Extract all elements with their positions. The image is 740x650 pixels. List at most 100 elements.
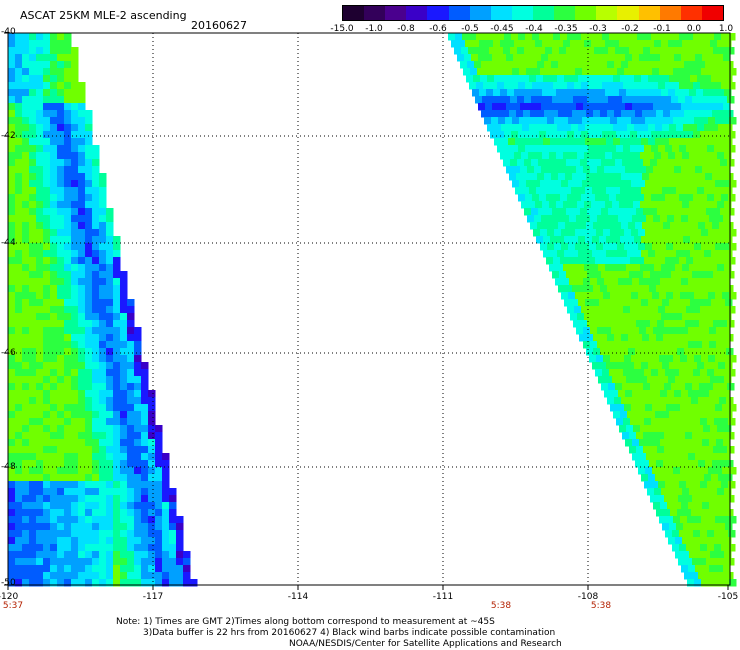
swath-cell	[78, 572, 86, 580]
swath-cell	[674, 103, 682, 111]
swath-cell	[141, 488, 149, 496]
swath-cell	[78, 222, 86, 230]
swath-cell	[64, 208, 72, 216]
swath-cell	[29, 544, 37, 552]
swath-cell	[627, 299, 635, 307]
swath-cell	[22, 502, 30, 510]
swath-cell	[36, 96, 44, 104]
swath-cell	[677, 397, 685, 405]
swath-cell	[176, 558, 184, 566]
swath-cell	[554, 243, 562, 251]
swath-cell	[729, 579, 737, 587]
swath-cell	[658, 257, 666, 265]
swath-cell	[29, 495, 37, 503]
swath-cell	[113, 432, 121, 440]
swath-cell	[669, 236, 677, 244]
swath-cell	[727, 446, 735, 454]
swath-cell	[497, 82, 505, 90]
swath-cell	[106, 327, 114, 335]
swath-cell	[22, 278, 30, 286]
swath-cell	[8, 355, 16, 363]
swath-cell	[700, 33, 708, 41]
swath-cell	[615, 320, 623, 328]
swath-cell	[127, 544, 135, 552]
swath-cell	[713, 208, 721, 216]
swath-cell	[620, 187, 628, 195]
swath-cell	[92, 390, 100, 398]
swath-cell	[534, 215, 542, 223]
swath-cell	[720, 96, 728, 104]
swath-cell	[511, 145, 519, 153]
swath-cell	[619, 425, 627, 433]
swath-cell	[593, 61, 601, 69]
swath-cell	[106, 236, 114, 244]
swath-cell	[557, 250, 565, 258]
swath-cell	[718, 187, 726, 195]
swath-cell	[597, 103, 605, 111]
swath-cell	[22, 264, 30, 272]
swath-cell	[176, 523, 184, 531]
swath-cell	[64, 411, 72, 419]
swath-cell	[71, 369, 79, 377]
swath-cell	[8, 432, 16, 440]
swath-cell	[720, 208, 728, 216]
swath-cell	[57, 68, 65, 76]
swath-cell	[127, 306, 135, 314]
swath-cell	[610, 180, 618, 188]
swath-cell	[724, 89, 732, 97]
swath-cell	[85, 467, 93, 475]
swath-cell	[22, 229, 30, 237]
swath-cell	[614, 222, 622, 230]
swath-cell	[43, 33, 51, 41]
swath-cell	[647, 89, 655, 97]
swath-cell	[120, 460, 128, 468]
swath-cell	[665, 131, 673, 139]
swath-cell	[669, 523, 677, 531]
swath-cell	[598, 89, 606, 97]
swath-cell	[148, 579, 156, 587]
color-scale-segment	[406, 6, 428, 20]
swath-cell	[148, 502, 156, 510]
swath-cell	[725, 250, 733, 258]
swath-cell	[605, 152, 613, 160]
swath-cell	[92, 495, 100, 503]
swath-cell	[622, 208, 630, 216]
swath-cell	[29, 306, 37, 314]
swath-cell	[573, 47, 581, 55]
swath-cell	[22, 68, 30, 76]
swath-cell	[557, 138, 565, 146]
swath-cell	[155, 425, 163, 433]
swath-cell	[71, 383, 79, 391]
swath-cell	[686, 33, 694, 41]
swath-cell	[599, 299, 607, 307]
swath-cell	[99, 292, 107, 300]
swath-cell	[552, 208, 560, 216]
swath-cell	[675, 264, 683, 272]
swath-cell	[659, 516, 667, 524]
swath-cell	[656, 460, 664, 468]
swath-cell	[605, 89, 613, 97]
swath-cell	[78, 124, 86, 132]
swath-cell	[15, 47, 23, 55]
swath-cell	[692, 208, 700, 216]
swath-cell	[520, 166, 528, 174]
swath-cell	[22, 425, 30, 433]
swath-cell	[36, 82, 44, 90]
swath-cell	[536, 236, 544, 244]
swath-cell	[577, 313, 585, 321]
swath-cell	[524, 159, 532, 167]
swath-cell	[696, 376, 704, 384]
swath-cell	[724, 425, 732, 433]
swath-cell	[15, 362, 23, 370]
swath-cell	[92, 320, 100, 328]
swath-cell	[36, 243, 44, 251]
swath-cell	[673, 68, 681, 76]
swath-cell	[566, 96, 574, 104]
swath-cell	[22, 369, 30, 377]
footnote-line-3: NOAA/NESDIS/Center for Satellite Applica…	[289, 639, 562, 649]
swath-cell	[667, 166, 675, 174]
swath-cell	[57, 131, 65, 139]
color-scale-label: 0.0	[686, 24, 702, 34]
swath-cell	[637, 369, 645, 377]
swath-cell	[555, 278, 563, 286]
